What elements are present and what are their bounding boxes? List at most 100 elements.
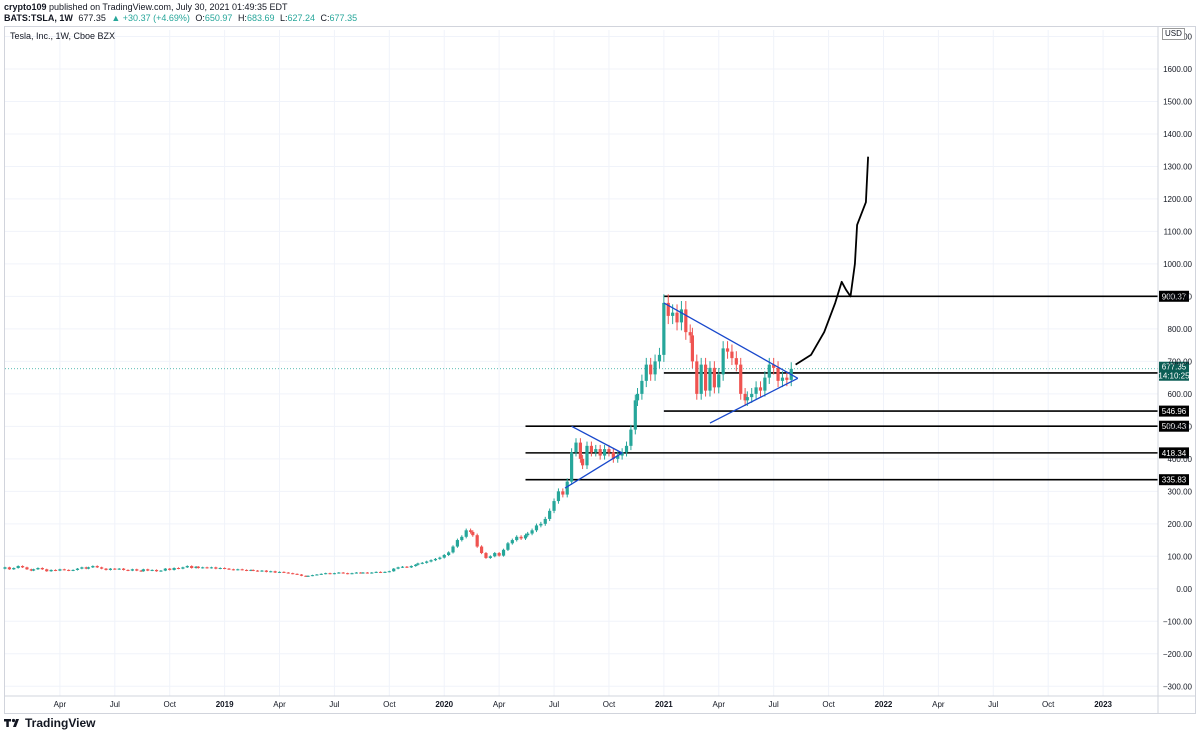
candle-body <box>734 358 738 365</box>
published-text: published on TradingView.com, July 30, 2… <box>49 2 288 12</box>
y-tick-label: 600.00 <box>1168 390 1193 399</box>
candle-body <box>12 567 16 570</box>
candle-body <box>699 364 703 394</box>
candle-body <box>49 569 53 572</box>
candle-body <box>438 557 442 559</box>
x-tick-label: 2020 <box>435 700 453 709</box>
candle-body <box>80 567 84 569</box>
candle-body <box>383 571 387 573</box>
candle-body <box>260 570 264 572</box>
horizontal-levels: 900.37664.45546.96500.43418.34335.83677.… <box>5 290 1190 486</box>
candle-body <box>416 563 420 565</box>
candle-body <box>442 555 446 558</box>
candle-body <box>396 567 400 569</box>
candle-body <box>350 573 354 575</box>
y-tick-label: 1300.00 <box>1163 162 1192 171</box>
publish-info: crypto109 published on TradingView.com, … <box>4 2 288 13</box>
y-tick-label: 1500.00 <box>1163 97 1192 106</box>
candle-body <box>304 575 308 577</box>
x-tick-label: Oct <box>163 700 176 709</box>
candle-body <box>227 568 231 570</box>
candle-body <box>780 377 785 381</box>
y-tick-label: 800.00 <box>1168 325 1193 334</box>
chart-frame[interactable] <box>4 26 1196 714</box>
candle-body <box>214 567 218 569</box>
candle-body <box>657 354 662 362</box>
candle-body <box>31 569 36 571</box>
level-tag <box>1159 405 1189 417</box>
candle-body <box>36 567 40 570</box>
candle-body <box>86 567 91 569</box>
trendline <box>564 452 623 489</box>
candle-body <box>113 568 117 570</box>
candle-body <box>526 533 530 536</box>
candle-body <box>484 553 488 558</box>
x-tick-label: Jul <box>549 700 559 709</box>
chart-legend: Tesla, Inc., 1W, Cboe BZX <box>10 31 116 41</box>
level-tag <box>1159 447 1189 459</box>
candle-body <box>7 567 11 570</box>
trendline <box>709 377 799 424</box>
candle-body <box>365 572 369 574</box>
candle-body <box>594 449 598 453</box>
candle-body <box>675 312 679 323</box>
open-value: 650.97 <box>204 13 233 23</box>
candle-body <box>374 571 378 573</box>
y-tick-label: −100.00 <box>1163 617 1193 626</box>
candle-body <box>451 546 455 553</box>
candle-body <box>196 566 200 568</box>
current-price-label: 677.35 <box>1162 363 1187 372</box>
candle-body <box>126 569 130 571</box>
candle-body <box>666 302 670 316</box>
candle-body <box>671 312 675 316</box>
candle-body <box>218 567 222 569</box>
candle-body <box>561 491 565 495</box>
ohlc-bar: BATS:TSLA, 1W 677.35 ▲ +30.37 (+4.69%) O… <box>4 13 357 24</box>
candle-body <box>464 530 468 537</box>
level-tag-label: 500.43 <box>1162 422 1187 431</box>
candle-body <box>201 567 205 569</box>
candle-body <box>743 393 747 401</box>
candle-body <box>611 452 615 459</box>
x-tick-label: 2022 <box>875 700 893 709</box>
y-tick-label: 100.00 <box>1168 552 1193 561</box>
candle-body <box>20 566 25 568</box>
publisher-name[interactable]: crypto109 <box>4 2 47 12</box>
candle-body <box>315 574 319 576</box>
candle-body <box>519 536 523 539</box>
candle-body <box>359 572 363 574</box>
level-tag <box>1159 290 1189 302</box>
candle-body <box>135 569 139 571</box>
candle-body <box>205 567 209 569</box>
low-label: L: <box>279 13 288 23</box>
candle-body <box>510 540 514 544</box>
candle-body <box>231 569 236 571</box>
candle-body <box>501 549 506 556</box>
candle-body <box>150 569 154 571</box>
x-tick-label: Apr <box>493 700 506 709</box>
candle-body <box>679 309 684 323</box>
candle-body <box>425 561 429 563</box>
candle-body <box>130 569 134 571</box>
y-tick-label: 1600.00 <box>1163 65 1192 74</box>
candle-body <box>539 523 543 526</box>
trendline <box>571 425 623 454</box>
footer-brand[interactable]: TradingView <box>4 716 95 730</box>
candle-body <box>767 364 771 378</box>
candle-body <box>223 567 227 569</box>
candle-body <box>378 571 383 573</box>
candle-body <box>649 364 653 375</box>
candle-body <box>758 387 763 391</box>
candle-body <box>16 566 20 568</box>
candle-body <box>602 449 607 456</box>
time-axis: Apr Jul Oct 2019 Apr Jul Oct 2020 Apr Jul Oct 2021 A… <box>4 695 1196 709</box>
candle-body <box>269 571 273 573</box>
candle-body <box>40 567 44 570</box>
candle-body <box>172 567 176 570</box>
candle-body <box>570 452 574 482</box>
candle-body <box>530 530 534 534</box>
candle-body <box>319 573 323 575</box>
candle-body <box>565 481 569 495</box>
currency-label[interactable]: USD <box>1162 28 1185 40</box>
